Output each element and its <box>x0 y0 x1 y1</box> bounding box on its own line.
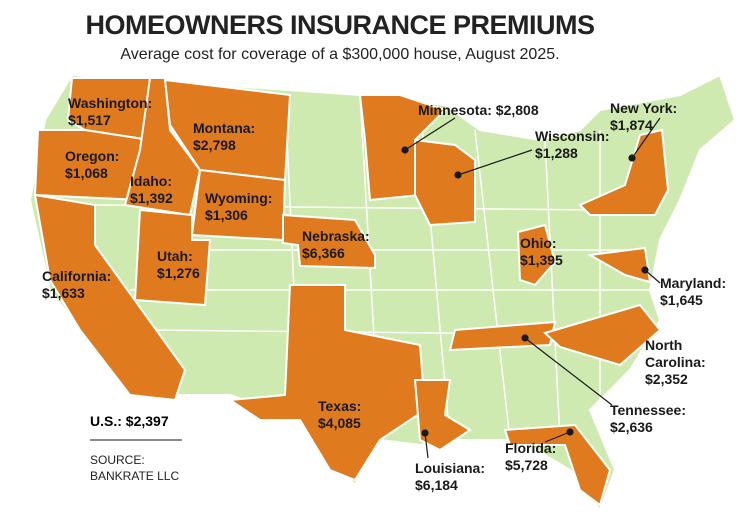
state-name: Ohio: <box>520 235 557 251</box>
highlighted-states <box>33 77 670 507</box>
state-value: $1,645 <box>660 292 703 308</box>
state-value: $4,085 <box>318 415 361 431</box>
state-value: $1,633 <box>42 285 85 301</box>
state-value: $1,392 <box>130 190 173 206</box>
source-line: SOURCE: <box>90 453 145 467</box>
state <box>133 208 212 307</box>
state-name: Nebraska: <box>302 228 370 244</box>
leader-lines <box>90 117 661 459</box>
state <box>414 138 476 227</box>
state-value: $5,728 <box>505 457 548 473</box>
state-name: Minnesota: <box>418 102 492 118</box>
state-label: Idaho: $1,392 <box>130 173 173 207</box>
state-label: Montana: $2,798 <box>193 120 255 154</box>
state-label: North Carolina: $2,352 <box>645 337 715 388</box>
state-name: Oregon: <box>65 148 120 164</box>
state-name: Idaho: <box>130 173 172 189</box>
state-value: $6,366 <box>302 245 345 261</box>
state-value: $1,276 <box>157 265 200 281</box>
state-label: Ohio: $1,395 <box>520 235 563 269</box>
state-name: California: <box>42 268 112 284</box>
state-name: Washington: <box>68 95 153 111</box>
state-label: California: $1,633 <box>42 268 111 302</box>
state <box>516 223 557 287</box>
subtitle: Average cost for coverage of a $300,000 … <box>120 46 560 63</box>
state-value: $2,808 <box>495 102 539 118</box>
state <box>578 128 670 216</box>
source-line: BANKRATE LLC <box>90 469 180 483</box>
state-name: North Carolina: <box>645 337 706 370</box>
state <box>33 193 187 402</box>
state <box>586 246 652 284</box>
state-label: Utah: $1,276 <box>157 248 200 282</box>
state-label: Wyoming: $1,306 <box>205 190 272 224</box>
state-value: $6,184 <box>415 477 458 493</box>
state-value: $2,798 <box>193 137 236 153</box>
state-label: Texas: $4,085 <box>318 398 361 432</box>
state-label: New York: $1,874 <box>610 100 677 134</box>
state <box>448 320 557 352</box>
us-average: U.S.: $2,397 <box>90 413 169 429</box>
state-label: Wisconsin: $1,288 <box>535 128 610 162</box>
state-name: Louisiana: <box>415 460 486 476</box>
state-name: Wyoming: <box>205 190 273 206</box>
state <box>413 379 472 452</box>
state-value: $2,636 <box>610 419 653 435</box>
state-value: $2,352 <box>645 371 688 387</box>
state-name: Utah: <box>157 248 193 264</box>
state-label: Nebraska: $6,366 <box>302 228 370 262</box>
state-value: $1,395 <box>520 252 563 268</box>
state-label: Tennessee: $2,636 <box>610 402 686 436</box>
state-value: $1,288 <box>535 145 578 161</box>
state-name: Montana: <box>193 120 256 136</box>
state-value: $1,517 <box>68 112 111 128</box>
state-label: Oregon: $1,068 <box>65 148 119 182</box>
state-name: Florida: <box>505 440 557 456</box>
state-label: Maryland: $1,645 <box>660 275 726 309</box>
title: HOMEOWNERS INSURANCE PREMIUMS <box>85 10 595 40</box>
state-value: $1,874 <box>610 117 653 133</box>
state-label: Washington: $1,517 <box>68 95 152 129</box>
state-name: Maryland: <box>660 275 727 291</box>
state-value: $1,068 <box>65 165 108 181</box>
state-label: Minnesota: $2,808 <box>418 102 539 119</box>
state <box>282 213 376 270</box>
state-name: Wisconsin: <box>535 128 610 144</box>
source: SOURCE: BANKRATE LLC <box>90 452 179 484</box>
state-label: Louisiana: $6,184 <box>415 460 485 494</box>
state <box>543 303 662 367</box>
state-name: New York: <box>610 100 678 116</box>
state-label: Florida: $5,728 <box>505 440 556 474</box>
state-name: Tennessee: <box>610 402 686 418</box>
state <box>227 284 427 482</box>
state <box>503 423 612 507</box>
state-name: Texas: <box>318 398 362 414</box>
state-value: $1,306 <box>205 207 248 223</box>
